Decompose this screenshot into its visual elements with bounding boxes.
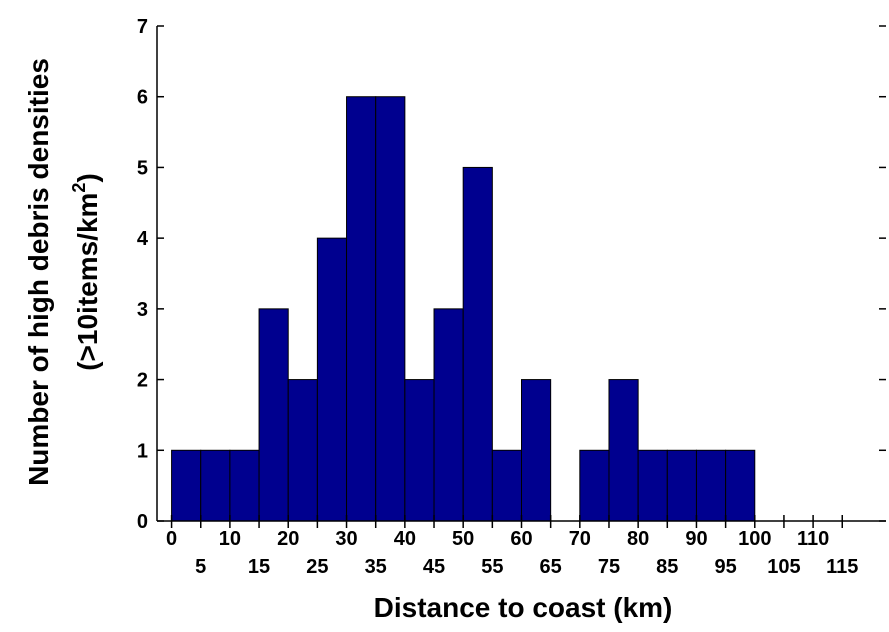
x-tick-label: 5 (195, 556, 206, 578)
x-tick-label: 50 (452, 528, 474, 550)
x-tick-label: 70 (569, 528, 591, 550)
x-tick-label: 25 (306, 556, 328, 578)
histogram-bar (316, 237, 348, 522)
x-tick-label: 95 (714, 556, 736, 578)
histogram-bar (666, 449, 697, 522)
y-tick-labels: 0 1 2 3 4 5 6 7 (137, 16, 149, 533)
x-tick-label: 55 (481, 556, 503, 578)
histogram-bar (346, 96, 377, 522)
x-tick-label: 60 (510, 528, 532, 550)
histogram-bar (637, 449, 668, 522)
y-tick-label: 7 (137, 16, 148, 38)
histogram-bar (725, 449, 756, 522)
y-axis-title-line2-wrap: (>10items/km2) (69, 173, 103, 371)
histogram-bar (375, 96, 406, 522)
y-tick-label: 3 (137, 299, 148, 321)
x-tick-label: 105 (767, 556, 800, 578)
x-tick-label: 110 (797, 528, 829, 550)
histogram-bar (287, 379, 318, 522)
x-tick-label: 100 (738, 528, 771, 550)
x-tick-label: 80 (627, 528, 649, 550)
y-axis-title-superscript: 2 (69, 183, 89, 193)
y-tick-label: 0 (137, 511, 148, 533)
bars-group (171, 96, 756, 522)
y-axis-title-line2: (>10items/km2) (69, 173, 103, 371)
x-tick-label: 15 (248, 556, 270, 578)
histogram-bar (404, 379, 435, 522)
y-tick-label: 6 (137, 87, 148, 109)
y-axis-title-unit: (>10items/km (72, 193, 103, 371)
y-axis-title-close: ) (72, 173, 103, 182)
y-tick-label: 4 (137, 228, 149, 250)
x-tick-label: 10 (219, 528, 241, 550)
x-tick-labels: 0 10 20 30 40 50 60 70 80 90 100 110 5 15 25 35 45 55 65 75… (166, 528, 858, 578)
histogram-bar (695, 449, 727, 522)
x-tick-label: 75 (598, 556, 620, 578)
histogram-bar (521, 379, 552, 522)
y-axis-title-line1-wrap: Number of high debris densities (23, 58, 54, 486)
x-tick-label: 90 (685, 528, 707, 550)
x-axis-title: Distance to coast (km) (374, 592, 673, 623)
x-tick-label: 85 (656, 556, 678, 578)
histogram-bar (491, 449, 522, 522)
y-tick-label: 1 (137, 440, 148, 462)
histogram-bar (258, 308, 289, 522)
x-tick-label: 20 (277, 528, 299, 550)
x-tick-label: 0 (166, 528, 177, 550)
histogram-bar (462, 166, 493, 522)
x-tick-label: 65 (540, 556, 562, 578)
axes-group (156, 25, 886, 528)
x-tick-label: 45 (423, 556, 445, 578)
x-tick-label: 35 (365, 556, 387, 578)
y-tick-label: 5 (137, 157, 148, 179)
x-tick-label: 40 (394, 528, 416, 550)
histogram-bar (229, 449, 260, 522)
histogram-bar (433, 308, 464, 522)
histogram-bar (171, 449, 202, 522)
histogram-bar (608, 379, 639, 522)
x-tick-label: 30 (335, 528, 357, 550)
histogram-bar (579, 449, 610, 522)
x-tick-label: 115 (826, 556, 858, 578)
y-tick-label: 2 (137, 370, 148, 392)
y-axis-title-line1: Number of high debris densities (23, 58, 54, 486)
histogram-bar (200, 449, 231, 522)
